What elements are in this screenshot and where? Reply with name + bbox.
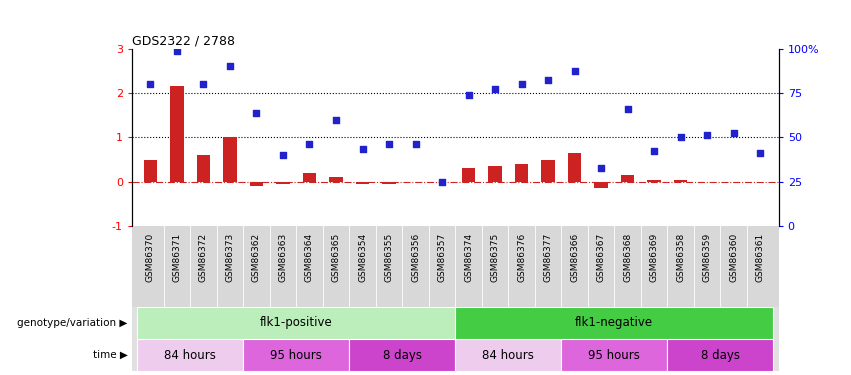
Point — [408, 141, 422, 147]
Text: time ▶: time ▶ — [93, 350, 128, 360]
Text: GSM86375: GSM86375 — [490, 232, 500, 282]
Bar — [455, 339, 562, 371]
Text: GSM86361: GSM86361 — [756, 232, 764, 282]
Text: GSM86368: GSM86368 — [623, 232, 632, 282]
Point — [515, 81, 528, 87]
Bar — [455, 307, 774, 339]
Bar — [568, 153, 581, 182]
Bar — [137, 307, 455, 339]
Point — [594, 165, 608, 171]
Text: GSM86369: GSM86369 — [649, 232, 659, 282]
Text: GSM86370: GSM86370 — [146, 232, 155, 282]
Text: genotype/variation ▶: genotype/variation ▶ — [17, 318, 128, 328]
Text: 84 hours: 84 hours — [483, 349, 534, 361]
Point — [382, 141, 396, 147]
Point — [541, 77, 555, 83]
Text: GSM86356: GSM86356 — [411, 232, 420, 282]
Text: GSM86354: GSM86354 — [358, 232, 367, 282]
Text: GSM86372: GSM86372 — [199, 232, 208, 282]
Bar — [462, 168, 475, 182]
Bar — [303, 173, 316, 182]
Bar — [223, 138, 237, 182]
Text: 95 hours: 95 hours — [588, 349, 640, 361]
Text: GSM86364: GSM86364 — [305, 232, 314, 282]
Text: GSM86374: GSM86374 — [464, 232, 473, 282]
Bar — [488, 166, 502, 182]
Text: GSM86371: GSM86371 — [173, 232, 181, 282]
Bar — [349, 339, 455, 371]
Bar — [674, 180, 688, 182]
Text: GSM86377: GSM86377 — [544, 232, 552, 282]
Text: GSM86365: GSM86365 — [332, 232, 340, 282]
Point — [648, 148, 661, 154]
Bar — [541, 160, 555, 182]
Bar — [621, 175, 634, 182]
Text: GSM86376: GSM86376 — [517, 232, 526, 282]
Text: 8 days: 8 days — [383, 349, 422, 361]
Bar — [667, 339, 774, 371]
Point — [277, 152, 290, 158]
Bar — [197, 155, 210, 182]
Point — [568, 68, 581, 74]
Point — [700, 132, 714, 138]
Text: GSM86366: GSM86366 — [570, 232, 579, 282]
Text: 95 hours: 95 hours — [271, 349, 323, 361]
Text: 84 hours: 84 hours — [164, 349, 216, 361]
Point — [144, 81, 157, 87]
Point — [197, 81, 210, 87]
Bar — [170, 87, 184, 182]
Bar — [250, 182, 263, 186]
Point — [674, 135, 688, 141]
Text: GSM86360: GSM86360 — [729, 232, 738, 282]
Text: GSM86373: GSM86373 — [226, 232, 235, 282]
Point — [727, 130, 740, 136]
Text: GSM86363: GSM86363 — [278, 232, 288, 282]
Text: GDS2322 / 2788: GDS2322 / 2788 — [132, 34, 235, 48]
Bar — [382, 182, 396, 184]
Point — [170, 48, 184, 54]
Bar — [137, 339, 243, 371]
Point — [462, 92, 476, 98]
Bar — [515, 164, 528, 182]
Bar — [562, 339, 667, 371]
Bar — [356, 182, 369, 184]
Text: GSM86359: GSM86359 — [703, 232, 711, 282]
Bar — [144, 160, 157, 182]
Text: 8 days: 8 days — [701, 349, 740, 361]
Bar — [243, 339, 349, 371]
Point — [303, 141, 317, 147]
Point — [435, 179, 448, 185]
Point — [753, 150, 767, 156]
Bar — [595, 182, 608, 188]
Bar — [648, 180, 660, 182]
Text: GSM86367: GSM86367 — [597, 232, 606, 282]
Text: flk1-negative: flk1-negative — [575, 316, 654, 329]
Text: flk1-positive: flk1-positive — [260, 316, 333, 329]
Text: GSM86358: GSM86358 — [676, 232, 685, 282]
Point — [249, 110, 263, 116]
Point — [329, 117, 343, 123]
Point — [620, 106, 634, 112]
Point — [488, 86, 502, 92]
Bar — [329, 177, 343, 182]
Point — [356, 146, 369, 152]
Text: GSM86357: GSM86357 — [437, 232, 447, 282]
Bar — [277, 182, 289, 184]
Point — [223, 63, 237, 69]
Text: GSM86362: GSM86362 — [252, 232, 261, 282]
Text: GSM86355: GSM86355 — [385, 232, 393, 282]
